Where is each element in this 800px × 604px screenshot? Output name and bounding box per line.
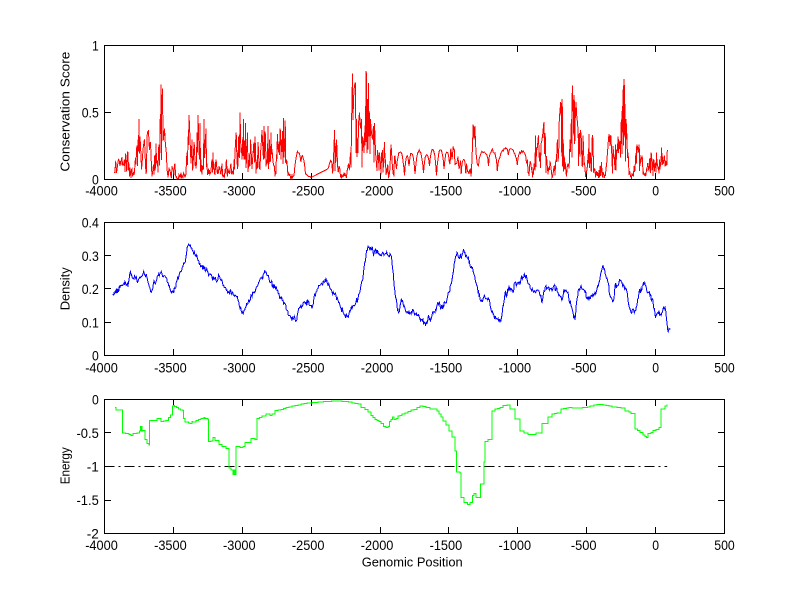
svg-text:-1: -1 — [87, 459, 99, 475]
svg-text:-4000: -4000 — [85, 359, 118, 375]
svg-text:-4000: -4000 — [85, 537, 118, 553]
svg-text:0: 0 — [652, 359, 659, 375]
svg-text:0: 0 — [92, 348, 99, 364]
svg-text:-2: -2 — [87, 526, 99, 542]
svg-text:-0.5: -0.5 — [77, 425, 99, 441]
svg-text:-1000: -1000 — [499, 359, 532, 375]
svg-text:-500: -500 — [571, 183, 597, 199]
svg-text:-3500: -3500 — [154, 183, 187, 199]
svg-text:-1500: -1500 — [430, 537, 463, 553]
svg-text:-1500: -1500 — [430, 183, 463, 199]
svg-text:0.5: 0.5 — [82, 105, 99, 121]
svg-text:Energy: Energy — [58, 447, 73, 484]
svg-text:-500: -500 — [571, 537, 597, 553]
svg-text:0: 0 — [652, 183, 659, 199]
svg-text:Density: Density — [58, 267, 73, 310]
svg-text:-3000: -3000 — [223, 537, 256, 553]
svg-text:-1.5: -1.5 — [77, 492, 99, 508]
svg-text:-4000: -4000 — [85, 183, 118, 199]
svg-text:Genomic Position: Genomic Position — [362, 554, 463, 569]
svg-text:0: 0 — [92, 392, 99, 408]
svg-text:-1000: -1000 — [499, 183, 532, 199]
svg-text:Conservation Score: Conservation Score — [58, 52, 73, 172]
svg-text:500: 500 — [714, 537, 735, 553]
svg-text:0.4: 0.4 — [82, 215, 99, 231]
svg-text:-3000: -3000 — [223, 183, 256, 199]
svg-text:1: 1 — [92, 38, 99, 54]
svg-text:-2000: -2000 — [361, 183, 394, 199]
svg-text:500: 500 — [714, 183, 735, 199]
svg-text:-2500: -2500 — [292, 183, 325, 199]
svg-text:-500: -500 — [571, 359, 597, 375]
svg-text:0: 0 — [92, 172, 99, 188]
svg-text:-2500: -2500 — [292, 537, 325, 553]
svg-text:-1000: -1000 — [499, 537, 532, 553]
svg-text:-1500: -1500 — [430, 359, 463, 375]
svg-text:0: 0 — [652, 537, 659, 553]
svg-text:0.3: 0.3 — [82, 248, 99, 264]
svg-text:-2000: -2000 — [361, 359, 394, 375]
svg-text:-2000: -2000 — [361, 537, 394, 553]
svg-text:-3500: -3500 — [154, 359, 187, 375]
svg-text:500: 500 — [714, 359, 735, 375]
svg-text:-3000: -3000 — [223, 359, 256, 375]
svg-text:0.1: 0.1 — [82, 314, 99, 330]
svg-text:0.2: 0.2 — [82, 281, 99, 297]
svg-text:-2500: -2500 — [292, 359, 325, 375]
svg-text:-3500: -3500 — [154, 537, 187, 553]
